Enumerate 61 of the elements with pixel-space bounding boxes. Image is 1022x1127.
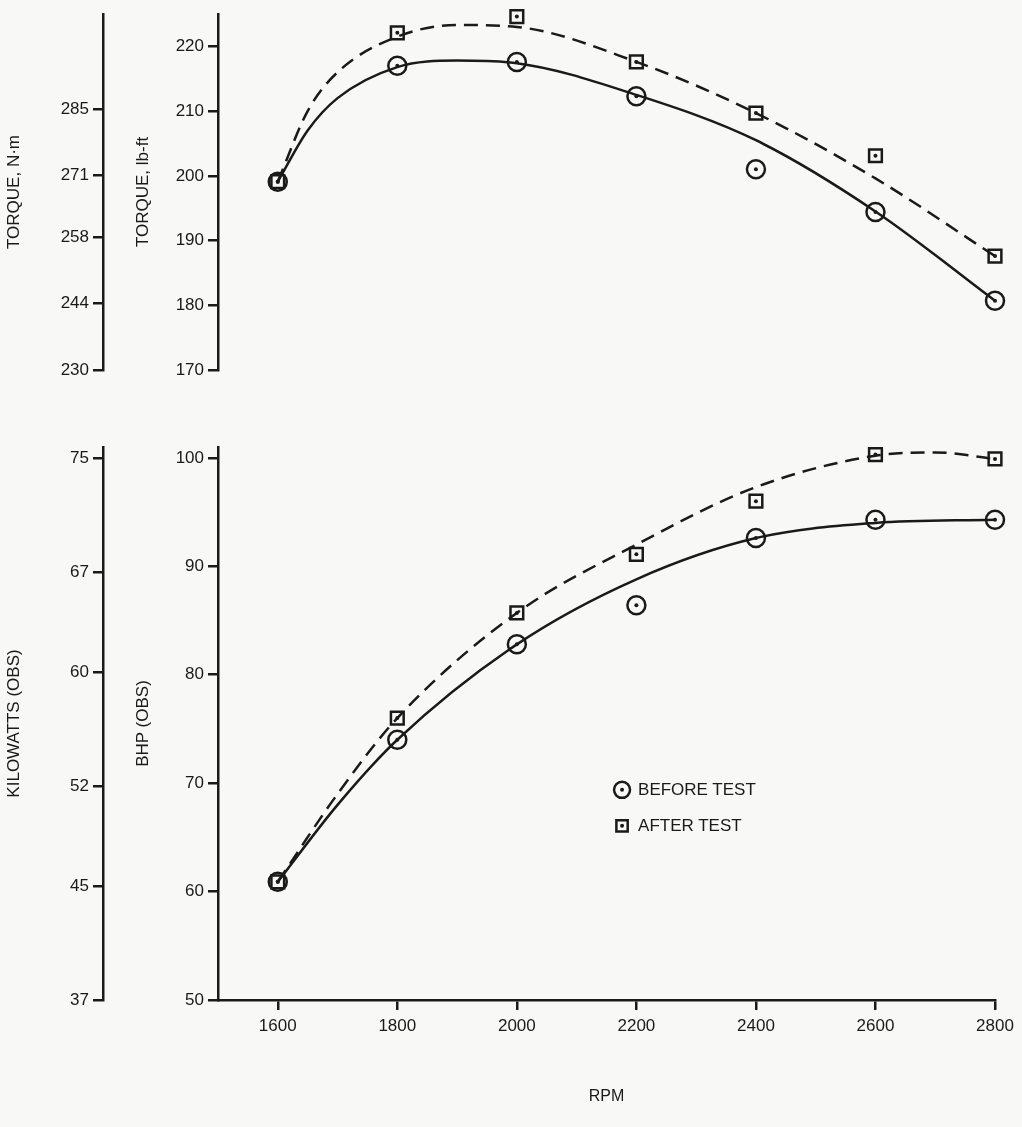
y2-tick-label: 60 [70,661,89,681]
y2-tick-label: 258 [60,226,89,246]
y-tick-label: 200 [175,165,204,185]
point [506,51,528,73]
y-tick-label: 70 [185,772,204,792]
y-tick-label: 180 [175,294,204,314]
point [865,201,886,223]
y2-axis-title: KILOWATTS (OBS) [3,649,23,798]
point [987,451,1003,467]
y2-tick-label: 271 [60,165,89,185]
y-axis-title: BHP (OBS) [132,680,152,767]
y-tick-label: 100 [175,447,204,467]
y2-tick-label: 45 [70,875,89,895]
point [506,634,528,655]
y-tick-label: 80 [185,664,204,684]
point [628,54,644,70]
y2-tick-label: 285 [60,98,89,118]
y2-tick-label: 75 [70,447,89,467]
point [745,527,767,549]
point [626,595,647,616]
point [867,148,884,164]
y-tick-label: 50 [185,989,204,1009]
point [984,290,1006,311]
y-tick-label: 220 [175,36,204,56]
y-axis-title: TORQUE, lb-ft [132,136,152,248]
x-tick-label: 1600 [258,1015,297,1035]
y2-tick-label: 37 [70,989,89,1009]
legend-label: BEFORE TEST [638,779,756,799]
y2-tick-label: 244 [60,293,89,313]
y2-tick-label: 230 [60,359,89,379]
x-tick-label: 2600 [856,1015,895,1035]
point [509,8,525,25]
point [748,105,764,121]
x-axis-title: RPM [588,1086,625,1104]
y-tick-label: 90 [185,555,204,575]
point [865,509,886,530]
point [745,159,767,180]
point [987,248,1003,264]
y2-tick-label: 67 [70,561,89,581]
point [984,509,1006,530]
x-tick-label: 1800 [378,1015,417,1035]
y-tick-label: 170 [175,359,204,379]
point [509,605,525,621]
y2-tick-label: 52 [70,775,89,795]
point [748,493,764,509]
x-tick-label: 2000 [497,1015,536,1035]
x-tick-label: 2800 [976,1015,1014,1035]
point [387,729,408,751]
y-tick-label: 210 [175,100,204,120]
y-tick-label: 190 [175,230,204,250]
point [387,55,408,77]
point [626,85,647,107]
point [389,710,405,726]
x-tick-label: 2200 [617,1015,656,1035]
point [867,446,884,463]
y-tick-label: 60 [185,881,204,901]
point [389,25,405,41]
x-tick-label: 2400 [737,1015,775,1035]
y2-axis-title: TORQUE, N·m [3,135,23,249]
point [628,546,644,562]
legend-label: AFTER TEST [638,815,742,835]
